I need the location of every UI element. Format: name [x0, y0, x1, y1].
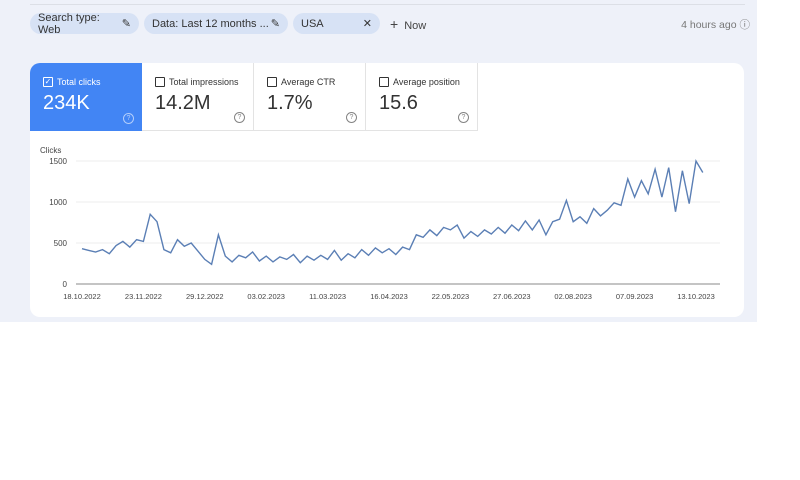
y-tick-label: 0 — [63, 280, 68, 289]
performance-card: ✓ Total clicks 234K ? Total impressions 1… — [30, 63, 744, 317]
add-filter-button[interactable]: + Now — [390, 16, 426, 32]
metric-value: 14.2M — [155, 92, 211, 114]
filter-date[interactable]: Data: Last 12 months ... ✎ — [144, 13, 288, 34]
filter-label: Search type: Web — [38, 11, 100, 36]
help-icon[interactable]: ? — [458, 112, 469, 123]
clicks-chart: Clicks 0 500 1000 1500 18.10.2022 23.11.2022 2… — [40, 146, 720, 301]
x-tick-label: 07.09.2023 — [616, 292, 654, 301]
metric-value: 234K — [43, 92, 90, 114]
pencil-icon[interactable]: ✎ — [121, 18, 131, 30]
y-tick-label: 1000 — [49, 198, 67, 207]
help-icon[interactable]: ? — [123, 113, 134, 124]
x-tick-label: 29.12.2022 — [186, 292, 224, 301]
help-icon[interactable]: ? — [346, 112, 357, 123]
metric-value: 1.7% — [267, 92, 313, 114]
y-axis-label: Clicks — [40, 146, 61, 155]
add-filter-label: Now — [404, 20, 427, 32]
metric-average-position[interactable]: Average position 15.6 ? — [366, 63, 478, 131]
metric-total-impressions[interactable]: Total impressions 14.2M ? — [142, 63, 254, 131]
checkbox-icon[interactable] — [267, 77, 277, 87]
filter-country[interactable]: USA ✕ — [293, 13, 380, 34]
metric-label: Average CTR — [281, 77, 336, 87]
x-tick-label: 18.10.2022 — [63, 292, 101, 301]
divider — [30, 4, 745, 5]
clicks-series-line — [81, 158, 704, 266]
filter-search-type[interactable]: Search type: Web ✎ — [30, 11, 139, 36]
checkbox-icon[interactable] — [155, 77, 165, 87]
pencil-icon[interactable]: ✎ — [270, 18, 280, 30]
y-tick-label: 1500 — [49, 157, 67, 166]
metric-average-ctr[interactable]: Average CTR 1.7% ? — [254, 63, 366, 131]
filter-label: USA — [301, 17, 324, 30]
y-tick-label: 500 — [54, 239, 68, 248]
x-tick-label: 11.03.2023 — [309, 292, 346, 301]
checkbox-checked-icon[interactable]: ✓ — [43, 77, 53, 87]
x-tick-label: 27.06.2023 — [493, 292, 531, 301]
x-tick-label: 02.08.2023 — [554, 292, 592, 301]
metric-total-clicks[interactable]: ✓ Total clicks 234K ? — [30, 63, 142, 131]
x-tick-label: 23.11.2022 — [125, 292, 162, 301]
metric-value: 15.6 — [379, 92, 418, 114]
metric-label: Average position — [393, 77, 460, 87]
metric-label: Total impressions — [169, 77, 239, 87]
x-tick-label: 03.02.2023 — [247, 292, 285, 301]
last-updated: 4 hours ago ⓘ — [681, 17, 750, 32]
x-tick-label: 13.10.2023 — [677, 292, 715, 301]
checkbox-icon[interactable] — [379, 77, 389, 87]
help-icon[interactable]: ⓘ — [739, 19, 751, 31]
help-icon[interactable]: ? — [234, 112, 245, 123]
close-icon[interactable]: ✕ — [362, 18, 372, 30]
metric-label: Total clicks — [57, 77, 101, 87]
plus-icon: + — [390, 16, 399, 32]
x-tick-label: 16.04.2023 — [370, 292, 408, 301]
filter-label: Data: Last 12 months ... — [152, 17, 269, 30]
x-tick-label: 22.05.2023 — [432, 292, 470, 301]
last-updated-text: 4 hours ago — [681, 19, 737, 31]
